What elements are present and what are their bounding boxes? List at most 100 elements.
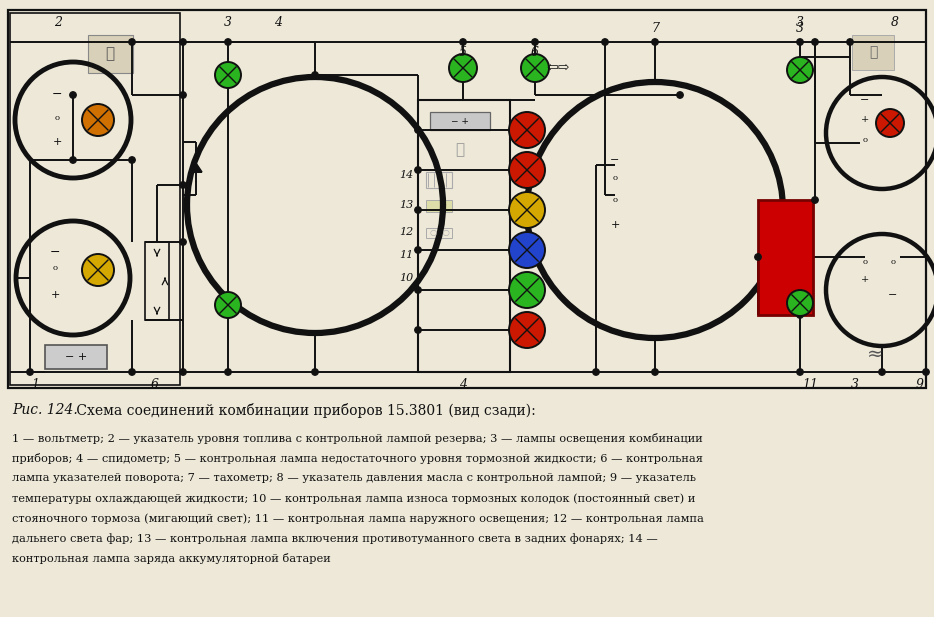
Circle shape xyxy=(509,192,545,228)
Circle shape xyxy=(677,92,683,98)
Bar xyxy=(45,345,107,369)
Circle shape xyxy=(521,54,549,82)
Text: 9: 9 xyxy=(916,378,924,392)
Text: 4: 4 xyxy=(274,15,282,28)
Circle shape xyxy=(879,369,885,375)
Text: ⇦⇨: ⇦⇨ xyxy=(546,61,570,75)
Circle shape xyxy=(129,39,135,45)
Text: 14: 14 xyxy=(399,170,413,180)
Text: 8: 8 xyxy=(891,15,899,28)
Circle shape xyxy=(180,92,186,98)
Circle shape xyxy=(415,207,421,213)
Text: − +: − + xyxy=(451,117,469,125)
Circle shape xyxy=(225,369,232,375)
Circle shape xyxy=(215,292,241,318)
Bar xyxy=(430,112,490,130)
Text: 1: 1 xyxy=(31,378,39,392)
Text: 2: 2 xyxy=(54,15,62,28)
Text: − +: − + xyxy=(64,352,87,362)
Text: 10: 10 xyxy=(399,273,413,283)
Circle shape xyxy=(797,369,803,375)
Bar xyxy=(418,100,510,372)
Text: −: − xyxy=(888,290,898,300)
Circle shape xyxy=(593,369,600,375)
Text: 7: 7 xyxy=(651,22,659,35)
Text: 11: 11 xyxy=(802,378,818,392)
Bar xyxy=(8,10,926,388)
Bar xyxy=(852,35,894,70)
Text: ①: ① xyxy=(456,143,464,157)
Text: ○  ○: ○ ○ xyxy=(431,229,450,237)
Circle shape xyxy=(601,39,608,45)
Text: −: − xyxy=(50,246,61,259)
Circle shape xyxy=(415,247,421,253)
Circle shape xyxy=(82,254,114,286)
Circle shape xyxy=(797,312,803,318)
Text: дальнего света фар; 13 — контрольная лампа включения противотуманного света в за: дальнего света фар; 13 — контрольная лам… xyxy=(12,533,658,544)
Circle shape xyxy=(787,290,813,316)
Text: ≈: ≈ xyxy=(867,346,884,364)
Circle shape xyxy=(225,39,232,45)
Circle shape xyxy=(312,369,318,375)
Circle shape xyxy=(876,109,904,137)
Text: 3: 3 xyxy=(796,22,804,35)
Circle shape xyxy=(129,369,135,375)
Circle shape xyxy=(70,92,77,98)
Text: +: + xyxy=(610,220,619,230)
Circle shape xyxy=(415,287,421,293)
Text: 4: 4 xyxy=(459,378,467,392)
Text: 6: 6 xyxy=(531,46,539,59)
Circle shape xyxy=(449,54,477,82)
Text: +: + xyxy=(861,276,870,284)
Circle shape xyxy=(797,39,803,45)
Circle shape xyxy=(312,72,318,78)
Text: контрольная лампа заряда аккумуляторной батареи: контрольная лампа заряда аккумуляторной … xyxy=(12,553,331,564)
Circle shape xyxy=(180,369,186,375)
Circle shape xyxy=(509,112,545,148)
Circle shape xyxy=(180,239,186,245)
Text: 6: 6 xyxy=(151,378,159,392)
Circle shape xyxy=(509,272,545,308)
Text: 13: 13 xyxy=(399,200,413,210)
Text: o: o xyxy=(862,136,868,144)
Text: стояночного тормоза (мигающий свет); 11 — контрольная лампа наружного освещения;: стояночного тормоза (мигающий свет); 11 … xyxy=(12,513,704,524)
Circle shape xyxy=(460,39,466,45)
Circle shape xyxy=(652,39,658,45)
Circle shape xyxy=(755,254,761,260)
Text: 3: 3 xyxy=(224,15,232,28)
Bar xyxy=(758,200,813,315)
Text: 11: 11 xyxy=(399,250,413,260)
Circle shape xyxy=(847,39,853,45)
Bar xyxy=(426,200,452,212)
Circle shape xyxy=(215,62,241,88)
Text: −: − xyxy=(860,95,870,105)
Text: +: + xyxy=(50,290,60,300)
Circle shape xyxy=(415,327,421,333)
Bar xyxy=(145,242,169,320)
Circle shape xyxy=(787,57,813,83)
Circle shape xyxy=(415,167,421,173)
Circle shape xyxy=(129,157,135,164)
Circle shape xyxy=(415,127,421,133)
Text: o: o xyxy=(613,196,617,204)
Text: +: + xyxy=(861,115,870,125)
Text: 5: 5 xyxy=(459,46,467,59)
Bar xyxy=(426,172,452,188)
Bar xyxy=(88,35,133,73)
Text: лампа указателей поворота; 7 — тахометр; 8 — указатель давления масла с контроль: лампа указателей поворота; 7 — тахометр;… xyxy=(12,473,696,483)
Bar xyxy=(10,13,180,385)
Circle shape xyxy=(509,152,545,188)
Text: температуры охлаждающей жидкости; 10 — контрольная лампа износа тормозных колодо: температуры охлаждающей жидкости; 10 — к… xyxy=(12,493,696,503)
Polygon shape xyxy=(190,163,202,172)
Circle shape xyxy=(652,369,658,375)
Text: o: o xyxy=(862,258,868,266)
Text: Рис. 124.: Рис. 124. xyxy=(12,403,78,417)
Text: 12: 12 xyxy=(399,227,413,237)
Text: Схема соединений комбинации приборов 15.3801 (вид сзади):: Схема соединений комбинации приборов 15.… xyxy=(72,403,536,418)
Text: 3: 3 xyxy=(851,378,859,392)
Circle shape xyxy=(812,39,818,45)
Text: 1 — вольтметр; 2 — указатель уровня топлива с контрольной лампой резерва; 3 — ла: 1 — вольтметр; 2 — указатель уровня топл… xyxy=(12,433,702,444)
Bar xyxy=(426,228,452,238)
Text: ⛽: ⛽ xyxy=(106,47,115,61)
Text: 🛢: 🛢 xyxy=(869,45,877,59)
